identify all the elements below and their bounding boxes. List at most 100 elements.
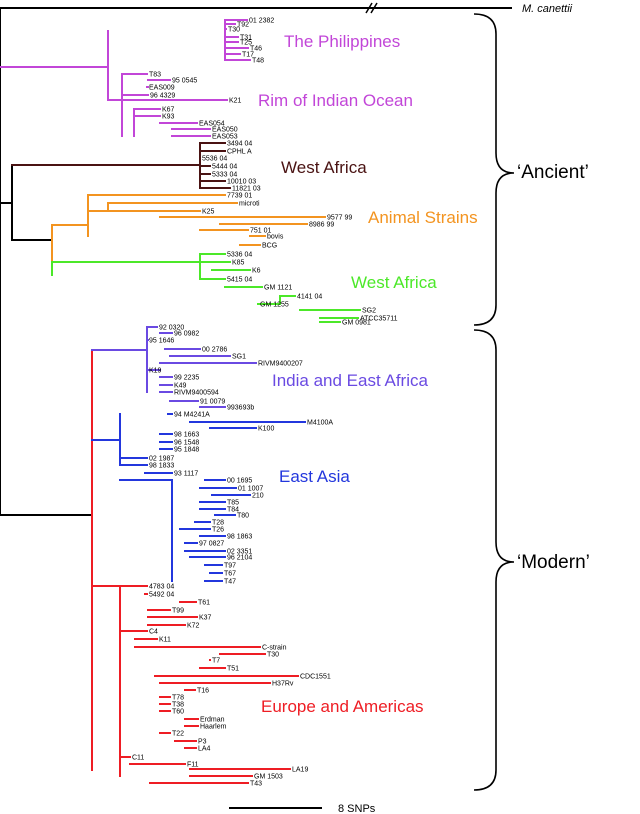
leaf-label: ATCC35711 — [360, 316, 398, 323]
leaf-label: 11821 03 — [232, 186, 261, 193]
leaf-label: 92 0320 — [159, 325, 184, 332]
leaf-label: Erdman — [200, 717, 225, 724]
leaf-label: T48 — [252, 58, 264, 65]
leaf-label: T30 — [267, 652, 279, 659]
leaf-label: T46 — [250, 46, 262, 53]
leaf-label: 95 1646 — [149, 338, 174, 345]
leaf-label: T97 — [224, 563, 236, 570]
leaf-label: M4100A — [307, 420, 333, 427]
leaf-label: 96 2104 — [227, 555, 252, 562]
leaf-label: GM 0981 — [342, 320, 371, 327]
leaf-label: 10010 03 — [227, 179, 256, 186]
leaf-label: GM 1255 — [260, 302, 289, 309]
leaf-label: K72 — [187, 623, 200, 630]
leaf-label: T83 — [149, 72, 161, 79]
leaf-label: EAS054 — [199, 121, 225, 128]
leaf-label: K67 — [162, 107, 175, 114]
leaf-label: C11 — [132, 755, 144, 762]
leaf-label: T99 — [172, 608, 184, 615]
leaf-label: F11 — [187, 762, 199, 769]
leaf-label: 3494 04 — [227, 141, 252, 148]
leaf-label: 99 2235 — [174, 375, 199, 382]
clade-label-animal-strains: Animal Strains — [368, 208, 478, 227]
leaf-label: RIVM9400594 — [174, 390, 219, 397]
ancient-brace — [473, 13, 515, 326]
leaf-label: CDC1551 — [300, 674, 331, 681]
leaf-label: microti — [239, 201, 260, 208]
leaf-label: T47 — [224, 579, 236, 586]
leaf-label: T30 — [228, 27, 240, 34]
clade-label-rim-indian-ocean: Rim of Indian Ocean — [258, 91, 413, 110]
clade-label-europe-americas: Europe and Americas — [261, 697, 424, 716]
leaf-label: 02 1987 — [149, 456, 174, 463]
tree-branches — [0, 7, 361, 784]
leaf-label: 5415 04 — [227, 277, 252, 284]
leaf-label: T7 — [212, 658, 220, 665]
leaf-label: 210 — [252, 493, 264, 500]
leaf-label: 751 01 — [250, 228, 272, 235]
leaf-label: 97 0827 — [199, 541, 224, 548]
leaf-label: EAS050 — [212, 127, 238, 134]
leaf-label: 7739 01 — [227, 193, 252, 200]
leaf-label: 5492 04 — [149, 592, 174, 599]
leaf-label: 91 0079 — [200, 399, 225, 406]
leaf-label: 98 1863 — [227, 534, 252, 541]
leaf-label: GM 1503 — [254, 774, 283, 781]
leaf-label: 93 1117 — [174, 471, 198, 478]
leaf-label: T31 — [240, 35, 252, 42]
branch-break-mark — [370, 2, 378, 14]
scale-bar-label: 8 SNPs — [338, 803, 376, 814]
leaf-label: T78 — [172, 695, 184, 702]
leaf-label: 00 2786 — [202, 347, 227, 354]
leaf-label: H37Rv — [272, 681, 294, 688]
leaf-label: T16 — [197, 688, 209, 695]
leaf-label: K100 — [258, 426, 274, 433]
leaf-label: T43 — [250, 781, 262, 788]
leaf-label: CPHL A — [227, 149, 252, 156]
leaf-label: T26 — [212, 527, 224, 534]
leaf-label: 02 3351 — [227, 549, 252, 556]
leaf-label: K37 — [199, 615, 212, 622]
leaf-label: K85 — [232, 260, 245, 267]
era-label-modern: ‘Modern’ — [517, 552, 590, 573]
leaf-label: 95 1848 — [174, 447, 199, 454]
leaf-label: T28 — [212, 520, 224, 527]
leaf-label: T25 — [240, 40, 252, 47]
leaf-label: 01 2382 — [249, 18, 274, 25]
clade-label-west-africa-2: West Africa — [351, 273, 437, 292]
leaf-label: T61 — [198, 600, 210, 607]
leaf-label: T84 — [227, 507, 239, 514]
leaf-label: GM 1121 — [264, 285, 292, 292]
leaf-label: T60 — [172, 709, 184, 716]
leaf-label: 95 0545 — [172, 78, 197, 85]
leaf-label: K25 — [202, 209, 215, 216]
leaf-label: 5333 04 — [212, 172, 237, 179]
leaf-label: P3 — [198, 739, 207, 746]
leaf-label: 96 4329 — [150, 93, 175, 100]
leaf-label: SG2 — [362, 308, 376, 315]
leaf-label: SG1 — [232, 354, 246, 361]
leaf-label: BCG — [262, 243, 277, 250]
leaf-label: K19 — [149, 368, 162, 375]
leaf-label: K6 — [252, 268, 261, 275]
leaf-label: EAS009 — [149, 85, 175, 92]
clade-label-india-east-africa: India and East Africa — [272, 371, 428, 390]
leaf-label: 96 1548 — [174, 440, 199, 447]
leaf-label: C-strain — [262, 645, 287, 652]
leaf-label: RIVM9400207 — [258, 361, 303, 368]
leaf-label: T38 — [172, 702, 184, 709]
leaf-label: LA4 — [198, 746, 211, 753]
leaf-label: bovis — [267, 234, 284, 241]
leaf-label: 4141 04 — [297, 294, 322, 301]
clade-label-philippines: The Philippines — [284, 32, 400, 51]
leaf-label: EAS053 — [212, 134, 238, 141]
leaf-label: 01 1007 — [238, 486, 263, 493]
leaf-label: 9577 99 — [327, 215, 352, 222]
leaf-label: T67 — [224, 571, 236, 578]
leaf-label: T51 — [227, 666, 239, 673]
leaf-label: T85 — [227, 500, 239, 507]
leaf-label: 96 0982 — [174, 331, 199, 338]
leaf-label: 98 1663 — [174, 432, 199, 439]
